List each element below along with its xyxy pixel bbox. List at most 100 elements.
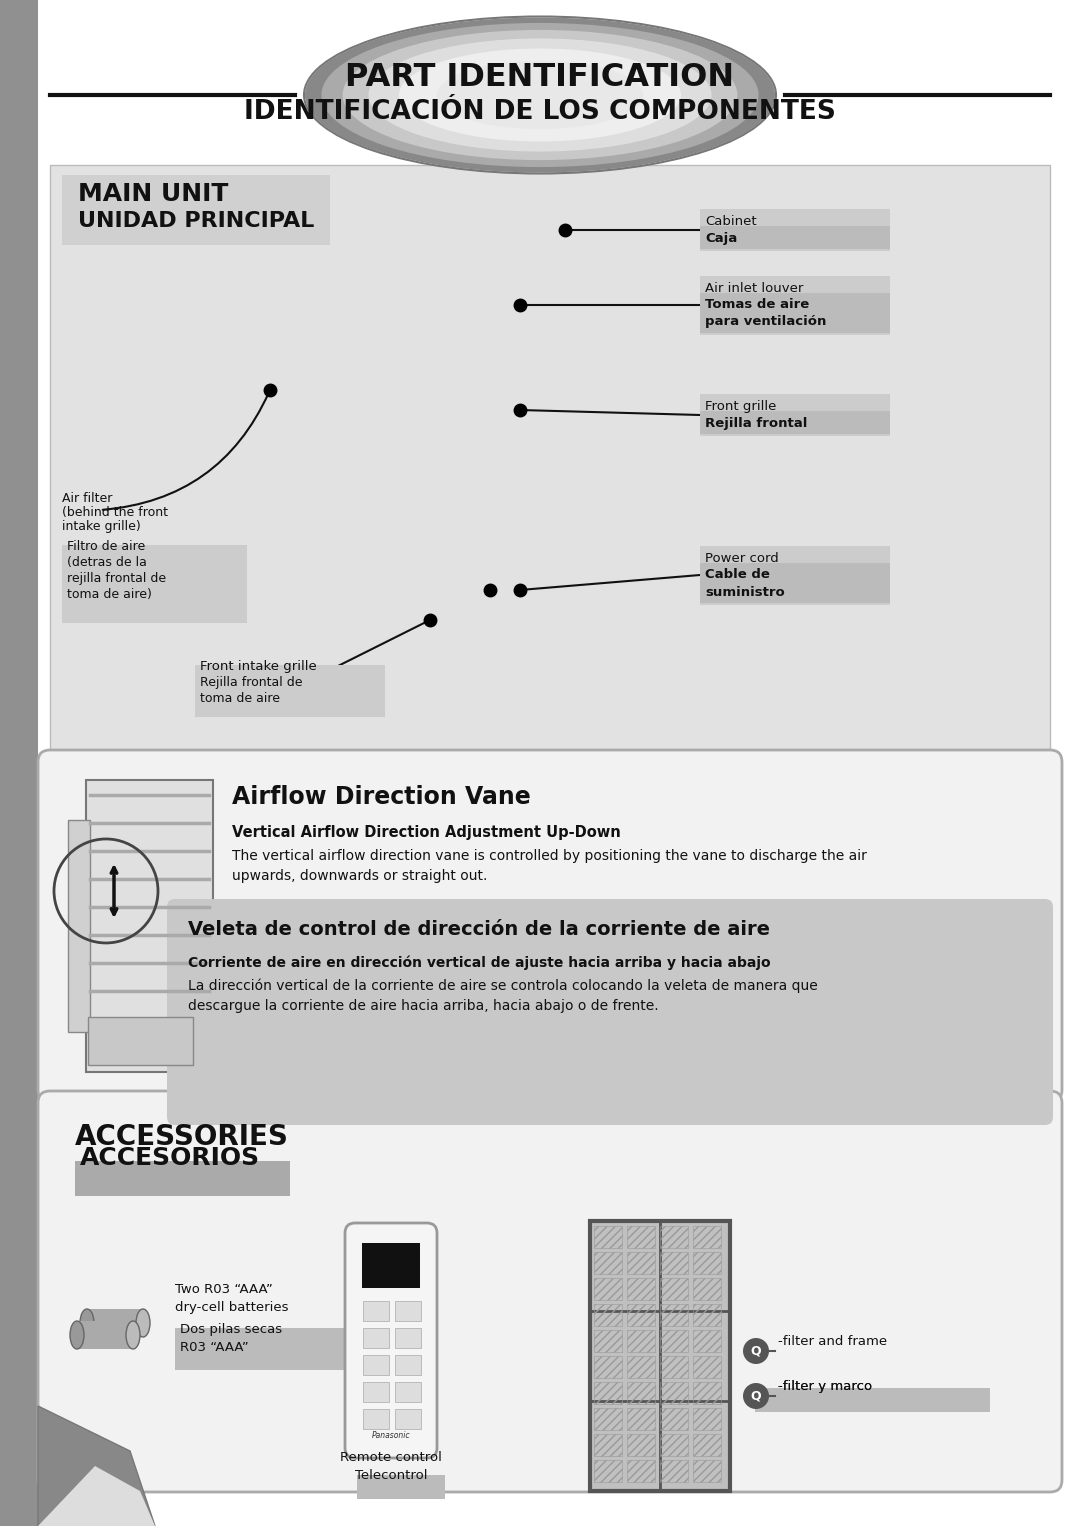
Bar [627,1434,654,1456]
FancyBboxPatch shape [345,1222,437,1457]
Text: Cable de: Cable de [705,569,770,581]
Text: descargue la corriente de aire hacia arriba, hacia abajo o de frente.: descargue la corriente de aire hacia arr… [188,1000,659,1013]
Ellipse shape [305,17,775,172]
Text: Rejilla frontal: Rejilla frontal [705,417,808,430]
Bar [395,1355,421,1375]
Bar [395,1302,421,1322]
Text: Caja: Caja [705,232,738,246]
Bar [363,1408,389,1428]
Bar [594,1460,622,1482]
Ellipse shape [436,61,644,130]
Circle shape [743,1383,769,1408]
Bar [77,1322,133,1349]
Bar [594,1305,622,1326]
Bar [627,1331,654,1352]
Bar [700,545,890,604]
Text: Corriente de aire en dirección vertical de ajuste hacia arriba y hacia abajo: Corriente de aire en dirección vertical … [188,955,771,971]
Bar [62,175,330,246]
Bar [700,209,890,250]
Bar [660,1277,688,1300]
Text: Veleta de control de dirección de la corriente de aire: Veleta de control de dirección de la cor… [188,920,770,938]
Ellipse shape [70,1322,84,1349]
Bar [395,1408,421,1428]
Bar [693,1277,721,1300]
Bar [363,1383,389,1402]
Bar [700,394,890,436]
Text: -filter y marco: -filter y marco [778,1380,873,1393]
Bar [594,1383,622,1404]
Bar [363,1355,389,1375]
Text: Airflow Direction Vane: Airflow Direction Vane [232,784,530,809]
Bar [0,0,38,1526]
Bar [62,545,247,623]
Ellipse shape [399,49,681,142]
Polygon shape [38,1466,156,1526]
Bar [693,1251,721,1274]
Text: -filter y marco: -filter y marco [778,1380,873,1393]
Bar [660,1434,688,1456]
Bar [627,1357,654,1378]
Text: rejilla frontal de: rejilla frontal de [67,572,166,584]
Bar [594,1277,622,1300]
FancyBboxPatch shape [167,899,1053,1125]
Text: Power cord: Power cord [705,551,779,565]
Text: toma de aire: toma de aire [200,691,280,705]
Bar [693,1331,721,1352]
Bar [87,1016,193,1065]
Text: The vertical airflow direction vane is controlled by positioning the vane to dis: The vertical airflow direction vane is c… [232,848,867,864]
Circle shape [743,1338,769,1364]
Text: R03 “AAA”: R03 “AAA” [180,1341,248,1354]
Text: Q: Q [751,1390,761,1402]
FancyBboxPatch shape [38,1091,1062,1492]
Bar [700,563,890,603]
Bar [660,1225,688,1248]
Text: Cabinet: Cabinet [705,215,757,227]
Bar [627,1460,654,1482]
Text: La dirección vertical de la corriente de aire se controla colocando la veleta de: La dirección vertical de la corriente de… [188,978,818,993]
Text: ACCESSORIES: ACCESSORIES [75,1123,288,1151]
Ellipse shape [126,1322,140,1349]
Text: (detras de la: (detras de la [67,555,147,569]
Bar [594,1408,622,1430]
Bar [594,1434,622,1456]
Bar [87,1309,143,1337]
Bar [660,1408,688,1430]
Text: IDENTIFICACIÓN DE LOS COMPONENTES: IDENTIFICACIÓN DE LOS COMPONENTES [244,99,836,125]
Bar [594,1357,622,1378]
Text: Two R03 “AAA”: Two R03 “AAA” [175,1283,273,1296]
Bar [660,1383,688,1404]
Bar [357,1476,445,1499]
Text: toma de aire): toma de aire) [67,588,152,601]
Text: Panasonic: Panasonic [372,1431,410,1441]
Text: Filtro de aire: Filtro de aire [67,540,145,552]
Ellipse shape [368,38,712,151]
Bar [660,1251,688,1274]
Bar [660,1305,688,1326]
Bar [395,1383,421,1402]
Text: intake grille): intake grille) [62,520,140,533]
Bar [627,1277,654,1300]
Bar [700,410,890,433]
Bar [660,1357,688,1378]
Bar [693,1305,721,1326]
Text: Vertical Airflow Direction Adjustment Up-Down: Vertical Airflow Direction Adjustment Up… [232,826,621,839]
Bar [594,1225,622,1248]
Text: Tomas de aire: Tomas de aire [705,299,809,311]
Bar [660,1331,688,1352]
Text: Dos pilas secas: Dos pilas secas [180,1323,282,1335]
Bar [195,665,384,717]
Bar [68,819,90,1032]
Bar [693,1225,721,1248]
Bar [590,1221,730,1491]
Polygon shape [38,1405,156,1526]
Bar [175,1328,350,1370]
Text: PART IDENTIFICATION: PART IDENTIFICATION [346,61,734,93]
Bar [700,226,890,249]
Bar [693,1434,721,1456]
Text: dry-cell batteries: dry-cell batteries [175,1302,288,1314]
Text: upwards, downwards or straight out.: upwards, downwards or straight out. [232,868,487,884]
Bar [594,1251,622,1274]
Text: ACCESORIOS: ACCESORIOS [80,1146,260,1170]
FancyBboxPatch shape [38,749,1062,1102]
Bar [755,1389,990,1412]
